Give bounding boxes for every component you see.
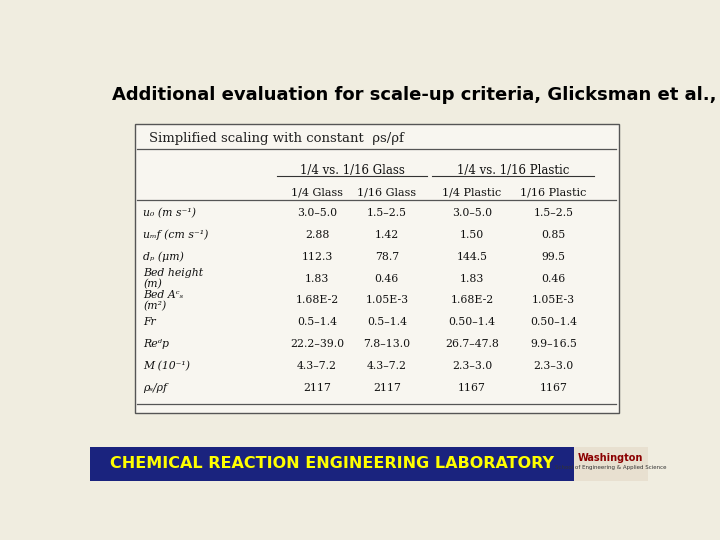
Text: Simplified scaling with constant  ρs/ρf: Simplified scaling with constant ρs/ρf xyxy=(149,132,404,145)
Text: 26.7–47.8: 26.7–47.8 xyxy=(445,339,499,349)
Text: ρₛ/ρf: ρₛ/ρf xyxy=(143,383,168,393)
Text: 1.5–2.5: 1.5–2.5 xyxy=(366,208,407,218)
Text: 0.46: 0.46 xyxy=(541,274,566,284)
Text: 1.83: 1.83 xyxy=(305,274,329,284)
Text: 1167: 1167 xyxy=(458,383,486,393)
Text: 2.3–3.0: 2.3–3.0 xyxy=(452,361,492,371)
Text: School of Engineering & Applied Science: School of Engineering & Applied Science xyxy=(555,465,667,470)
Text: 1/4 Plastic: 1/4 Plastic xyxy=(443,187,502,197)
Text: 1.05E-3: 1.05E-3 xyxy=(532,295,575,305)
Text: Additional evaluation for scale-up criteria, Glicksman et al., 1993: Additional evaluation for scale-up crite… xyxy=(112,85,720,104)
Text: 2.88: 2.88 xyxy=(305,230,329,240)
Text: 1167: 1167 xyxy=(539,383,567,393)
Text: 3.0–5.0: 3.0–5.0 xyxy=(452,208,492,218)
Text: Reᵈp: Reᵈp xyxy=(143,339,169,349)
Text: 78.7: 78.7 xyxy=(375,252,399,262)
Text: M (10⁻¹): M (10⁻¹) xyxy=(143,361,191,371)
Text: 9.9–16.5: 9.9–16.5 xyxy=(530,339,577,349)
Text: 1/4 vs. 1/16 Glass: 1/4 vs. 1/16 Glass xyxy=(300,164,405,177)
FancyBboxPatch shape xyxy=(90,447,575,481)
Text: 0.46: 0.46 xyxy=(374,274,399,284)
Text: 2.3–3.0: 2.3–3.0 xyxy=(534,361,574,371)
Text: dₚ (μm): dₚ (μm) xyxy=(143,252,184,262)
Text: 0.50–1.4: 0.50–1.4 xyxy=(449,317,495,327)
Text: 3.0–5.0: 3.0–5.0 xyxy=(297,208,337,218)
Text: 7.8–13.0: 7.8–13.0 xyxy=(364,339,410,349)
FancyBboxPatch shape xyxy=(135,124,618,413)
Text: 1/4 vs. 1/16 Plastic: 1/4 vs. 1/16 Plastic xyxy=(456,164,569,177)
Text: 1.05E-3: 1.05E-3 xyxy=(365,295,408,305)
Text: u₀ (m s⁻¹): u₀ (m s⁻¹) xyxy=(143,208,197,218)
Text: 1/16 Glass: 1/16 Glass xyxy=(357,187,416,197)
Text: 1.68E-2: 1.68E-2 xyxy=(295,295,338,305)
Text: 1.68E-2: 1.68E-2 xyxy=(451,295,494,305)
Text: 2117: 2117 xyxy=(303,383,331,393)
Text: uₘf (cm s⁻¹): uₘf (cm s⁻¹) xyxy=(143,230,209,240)
Text: 0.5–1.4: 0.5–1.4 xyxy=(366,317,407,327)
Text: 0.5–1.4: 0.5–1.4 xyxy=(297,317,337,327)
Text: 1.42: 1.42 xyxy=(374,230,399,240)
Text: 1.50: 1.50 xyxy=(460,230,484,240)
Text: 112.3: 112.3 xyxy=(302,252,333,262)
Text: CHEMICAL REACTION ENGINEERING LABORATORY: CHEMICAL REACTION ENGINEERING LABORATORY xyxy=(110,456,554,471)
Text: 0.50–1.4: 0.50–1.4 xyxy=(530,317,577,327)
Text: 22.2–39.0: 22.2–39.0 xyxy=(290,339,344,349)
Text: 4.3–7.2: 4.3–7.2 xyxy=(297,361,337,371)
Text: Bed Aᶜₛ
(m²): Bed Aᶜₛ (m²) xyxy=(143,289,184,311)
FancyBboxPatch shape xyxy=(575,447,648,481)
Text: 99.5: 99.5 xyxy=(541,252,565,262)
Text: 144.5: 144.5 xyxy=(456,252,487,262)
Text: 4.3–7.2: 4.3–7.2 xyxy=(366,361,407,371)
Text: 1/4 Glass: 1/4 Glass xyxy=(291,187,343,197)
Text: Washington: Washington xyxy=(578,453,644,463)
Text: Fr: Fr xyxy=(143,317,156,327)
Text: 1.83: 1.83 xyxy=(460,274,485,284)
Text: 0.85: 0.85 xyxy=(541,230,566,240)
Text: 1.5–2.5: 1.5–2.5 xyxy=(534,208,573,218)
Text: Bed height
(m): Bed height (m) xyxy=(143,268,204,289)
Text: 1/16 Plastic: 1/16 Plastic xyxy=(521,187,587,197)
Text: 2117: 2117 xyxy=(373,383,401,393)
